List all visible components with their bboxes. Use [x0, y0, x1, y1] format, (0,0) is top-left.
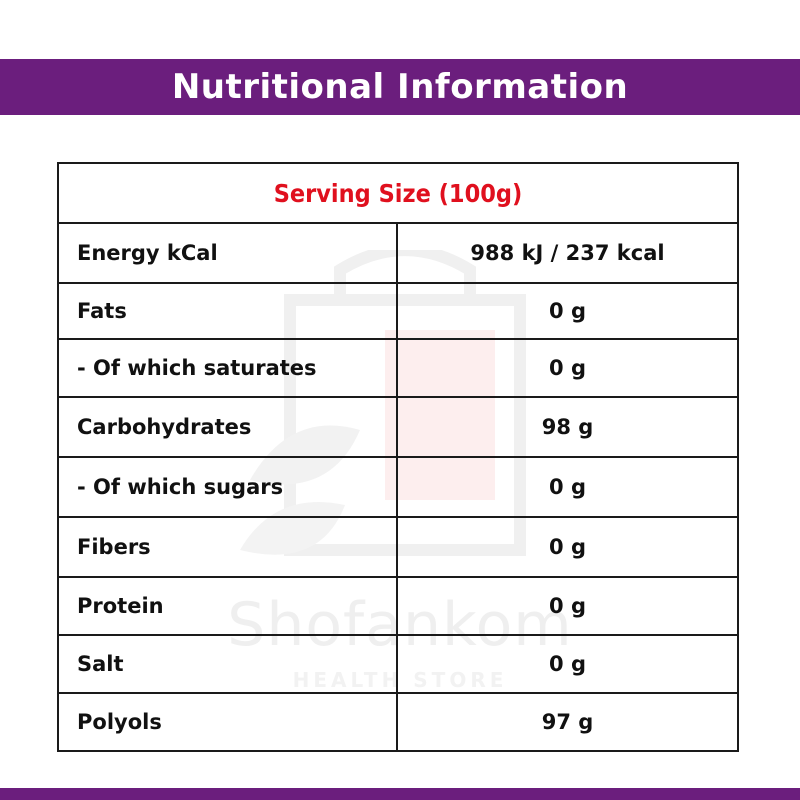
row-value-polyols: 97 g [541, 710, 594, 734]
footer-band [0, 788, 800, 800]
row-value-protein: 0 g [549, 594, 586, 618]
table-row: Polyols 97 g [59, 694, 737, 750]
row-label-fibers: Fibers [59, 518, 398, 576]
row-value-carbohydrates: 98 g [541, 415, 594, 439]
table-row: Fats 0 g [59, 284, 737, 340]
serving-size-header: Serving Size (100g) [59, 164, 737, 224]
row-value-fats: 0 g [549, 299, 586, 323]
row-label-sugars: - Of which sugars [59, 458, 398, 516]
row-label-energy: Energy kCal [59, 224, 398, 282]
table-row: Energy kCal 988 kJ / 237 kcal [59, 224, 737, 284]
page-title: Nutritional Information [171, 67, 629, 107]
row-value-sugars: 0 g [549, 475, 586, 499]
table-row: - Of which saturates 0 g [59, 340, 737, 398]
row-value-energy: 988 kJ / 237 kcal [470, 241, 665, 265]
header-band: Nutritional Information [0, 59, 800, 115]
row-label-saturates: - Of which saturates [59, 340, 398, 396]
table-row: - Of which sugars 0 g [59, 458, 737, 518]
row-label-carbohydrates: Carbohydrates [59, 398, 398, 456]
row-label-fats: Fats [59, 284, 398, 338]
row-label-protein: Protein [59, 578, 398, 634]
table-row: Protein 0 g [59, 578, 737, 636]
row-value-salt: 0 g [549, 652, 586, 676]
row-label-polyols: Polyols [59, 694, 398, 750]
nutrition-table: Serving Size (100g) Energy kCal 988 kJ /… [57, 162, 739, 752]
row-value-saturates: 0 g [549, 356, 586, 380]
table-row: Fibers 0 g [59, 518, 737, 578]
table-row: Carbohydrates 98 g [59, 398, 737, 458]
row-label-salt: Salt [59, 636, 398, 692]
row-value-fibers: 0 g [549, 535, 586, 559]
table-row: Salt 0 g [59, 636, 737, 694]
